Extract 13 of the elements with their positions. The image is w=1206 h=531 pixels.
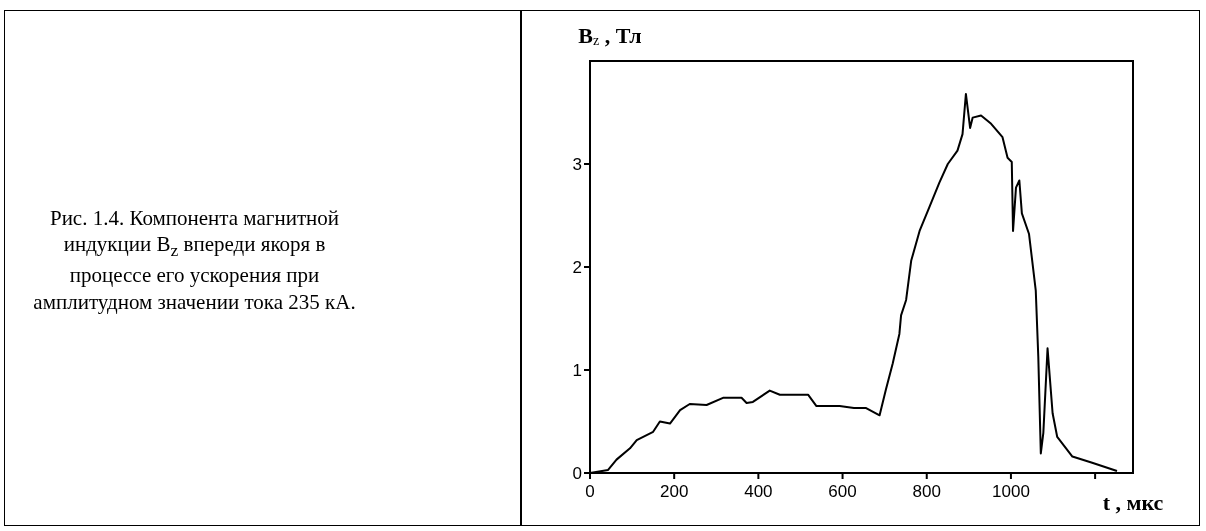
y-tick-label: 1 <box>572 360 582 380</box>
y-tick-label: 2 <box>572 257 582 277</box>
y-tick-label: 0 <box>572 463 582 483</box>
y-axis-title: Bz , Тл <box>578 22 642 48</box>
x-tick-label: 200 <box>660 482 689 501</box>
x-tick-label: 1000 <box>992 482 1030 501</box>
y-tick-label: 3 <box>572 154 582 174</box>
x-tick-label: 600 <box>828 482 857 501</box>
x-tick-label: 800 <box>912 482 941 501</box>
text: Рис. 1.4. Компонента магнитной индукции B$_{z}$ впереди якоря в процессе его ускорения при амплитудном значении тока 235 кА. <box>32 205 357 315</box>
x-tick-label: 400 <box>744 482 773 501</box>
x-tick-label: 0 <box>585 482 595 501</box>
x-axis-title: t , мкс <box>1102 489 1164 515</box>
